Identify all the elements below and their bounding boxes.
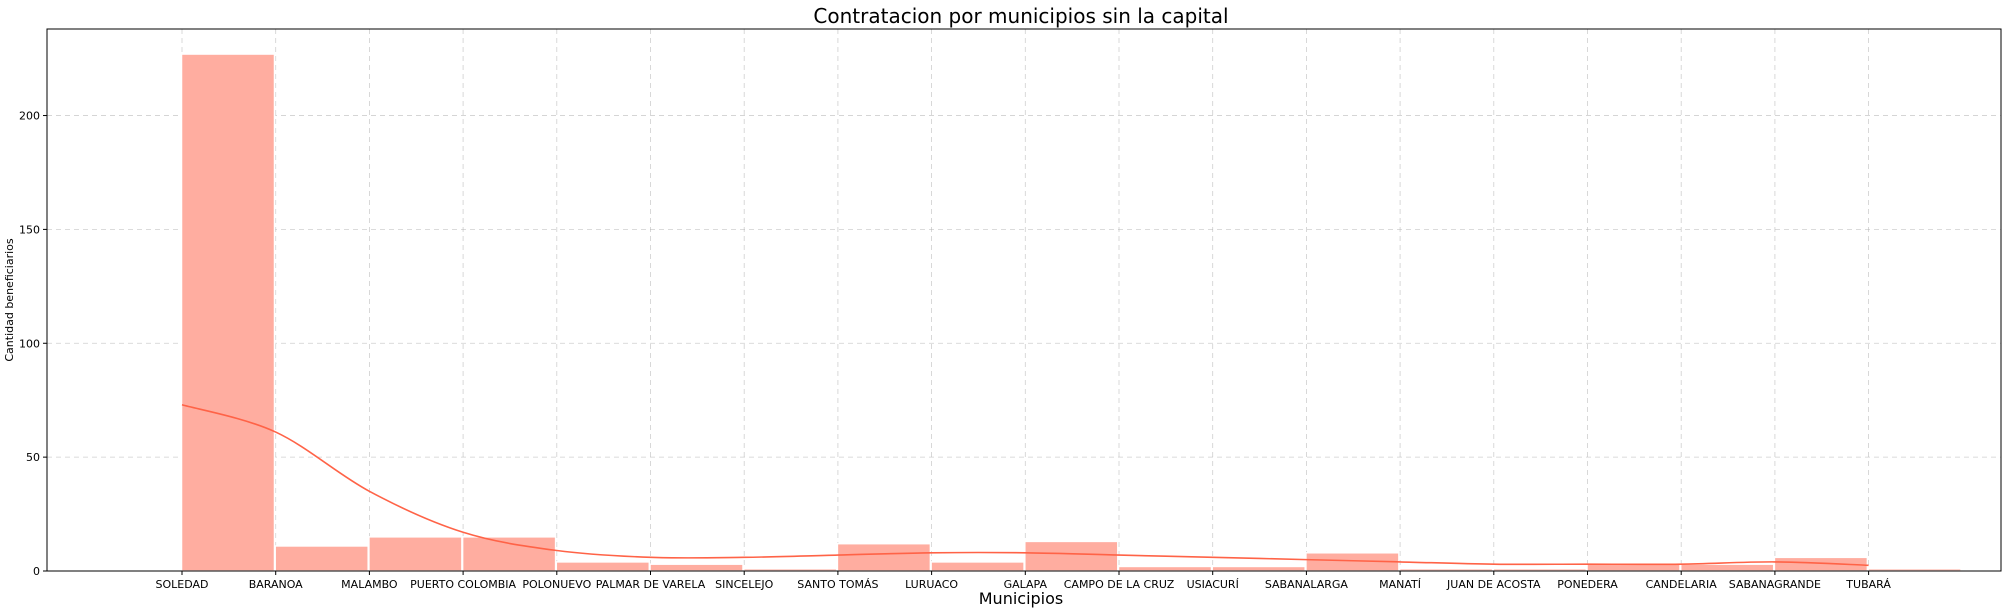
x-tick-label: CANDELARIA xyxy=(1646,578,1718,591)
x-tick-label: SINCELEJO xyxy=(715,578,773,591)
y-axis: 0 50 100 150 200 xyxy=(19,110,47,578)
bar xyxy=(555,561,651,572)
bar xyxy=(1679,563,1775,572)
x-tick-label: PONEDERA xyxy=(1557,578,1618,591)
bar xyxy=(274,545,369,572)
bar xyxy=(836,542,932,572)
x-tick-label: LURUACO xyxy=(905,578,958,591)
x-tick-label: USIACURÍ xyxy=(1187,578,1239,591)
bar xyxy=(1024,540,1119,572)
x-tick-label: TUBARÁ xyxy=(1845,578,1891,591)
x-tick-label: BARANOA xyxy=(249,578,303,591)
y-tick-label: 50 xyxy=(26,451,40,464)
x-tick-label: MALAMBO xyxy=(341,578,398,591)
x-tick-label: CAMPO DE LA CRUZ xyxy=(1064,578,1175,591)
kde-line xyxy=(181,403,1869,567)
x-tick-label: POLONUEVO xyxy=(522,578,591,591)
bar xyxy=(1211,565,1306,572)
y-tick-label: 100 xyxy=(19,337,40,350)
x-tick-label: SOLEDAD xyxy=(156,578,209,591)
x-tick-label: GALAPA xyxy=(1004,578,1048,591)
plot-frame xyxy=(46,28,2002,572)
bars xyxy=(180,53,1962,572)
bar xyxy=(180,53,276,572)
y-tick-label: 150 xyxy=(19,223,40,236)
grid xyxy=(47,29,2001,572)
y-tick-label: 200 xyxy=(19,110,40,123)
bar xyxy=(649,563,744,572)
bar xyxy=(1117,565,1213,572)
x-axis: SOLEDAD BARANOA MALAMBO PUERTO COLOMBIA POLO… xyxy=(156,571,1891,591)
x-tick-label: PUERTO COLOMBIA xyxy=(410,578,516,591)
bar xyxy=(1586,563,1681,572)
x-tick-label: SANTO TOMÁS xyxy=(797,578,878,591)
x-tick-label: SABANAGRANDE xyxy=(1729,578,1821,591)
bar xyxy=(368,536,463,572)
y-tick-label: 0 xyxy=(33,565,40,578)
bar xyxy=(461,536,557,572)
bar xyxy=(930,561,1025,572)
x-tick-label: PALMAR DE VARELA xyxy=(596,578,706,591)
x-tick-label: JUAN DE ACOSTA xyxy=(1446,578,1541,591)
chart-title: Contratacion por municipios sin la capit… xyxy=(813,4,1228,28)
x-axis-title: Municipios xyxy=(979,589,1064,608)
y-axis-title: Cantidad beneficiarios xyxy=(3,238,16,362)
x-tick-label: MANATÍ xyxy=(1379,578,1421,591)
x-tick-label: SABANALARGA xyxy=(1265,578,1349,591)
